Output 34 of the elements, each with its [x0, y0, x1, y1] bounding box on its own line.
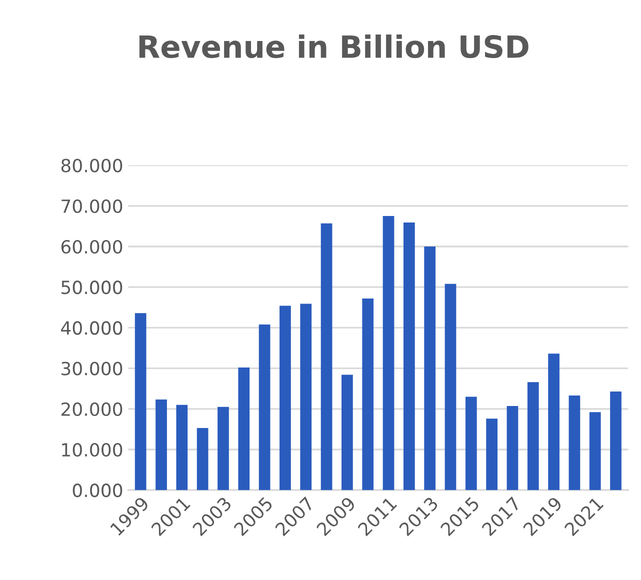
y-tick-label: 40.000: [61, 321, 122, 335]
bar: [362, 298, 374, 490]
bar: [548, 354, 560, 490]
chart-title: Revenue in Billion USD: [139, 34, 528, 58]
bar: [589, 412, 601, 490]
bar: [280, 306, 291, 490]
bar: [506, 406, 518, 490]
bar: [342, 374, 353, 490]
y-tick-label: 30.000: [62, 362, 122, 376]
bar: [176, 404, 188, 490]
y-tick-label: 0.000: [72, 484, 122, 498]
bar: [382, 216, 394, 490]
y-tick-label: 10.000: [62, 442, 122, 457]
bar: [218, 406, 229, 490]
bar: [320, 223, 332, 490]
bar: [258, 324, 270, 490]
bar: [568, 396, 580, 490]
bar: [134, 313, 146, 490]
bar: [300, 304, 312, 490]
y-tick-label: 50.000: [62, 280, 122, 294]
y-tick-label: 70.000: [62, 199, 122, 214]
bar: [156, 400, 167, 490]
bar: [238, 367, 250, 490]
bar: [610, 391, 622, 490]
bar: [196, 428, 208, 490]
bar: [465, 396, 477, 490]
y-tick-label: 60.000: [61, 240, 122, 254]
y-tick-label: 80.000: [61, 158, 122, 172]
bar: [404, 222, 415, 490]
bar: [527, 382, 539, 490]
bar: [444, 284, 456, 490]
bar: [486, 418, 498, 490]
y-tick-label: 20.000: [61, 402, 122, 416]
bar: [424, 246, 436, 490]
